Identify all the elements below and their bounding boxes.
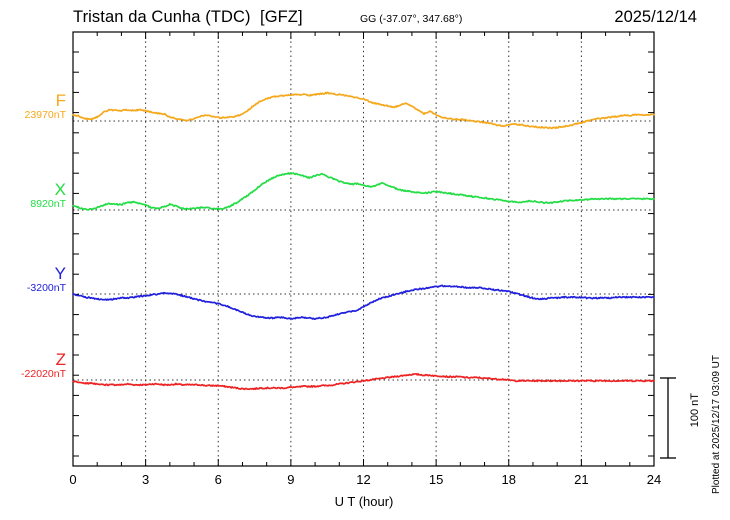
x-tick-label: 0 (69, 472, 77, 487)
scale-bar (660, 377, 676, 459)
scale-bar-label: 100 nT (689, 393, 701, 428)
axis-ticks (72, 32, 655, 466)
x-tick-label: 12 (356, 472, 371, 487)
x-tick-label: 15 (428, 472, 444, 487)
x-tick-label: 21 (574, 472, 589, 487)
x-tick-label: 9 (287, 472, 295, 487)
component-letter-y: Y (54, 264, 66, 283)
x-axis-title: U T (hour) (334, 494, 394, 509)
component-baseline-f: 23970nT (24, 109, 66, 121)
geographic-coordinates: GG (-37.07°, 347.68°) (360, 13, 463, 25)
component-letter-f: F (55, 91, 66, 110)
data-traces (72, 91, 655, 391)
component-baseline-z: -22020nT (21, 368, 66, 380)
grid-layer (145, 32, 582, 466)
x-tick-label: 18 (501, 472, 516, 487)
component-label-z: Z -22020nT (4, 351, 66, 381)
observation-date: 2025/12/14 (614, 8, 697, 26)
plotted-timestamp: Plotted at 2025/12/17 03:09 UT (711, 355, 722, 494)
component-label-y: Y -3200nT (4, 265, 66, 295)
x-tick-label: 24 (646, 472, 662, 487)
component-baseline-x: 8920nT (30, 198, 66, 210)
component-letter-z: Z (55, 350, 66, 369)
page-title: Tristan da Cunha (TDC) [GFZ] (73, 8, 303, 26)
x-tick-label: 6 (214, 472, 222, 487)
component-baseline-y: -3200nT (26, 282, 66, 294)
component-label-x: X 8920nT (4, 181, 66, 211)
component-letter-x: X (54, 180, 66, 199)
x-tick-label: 3 (142, 472, 150, 487)
component-label-f: F 23970nT (4, 92, 66, 122)
